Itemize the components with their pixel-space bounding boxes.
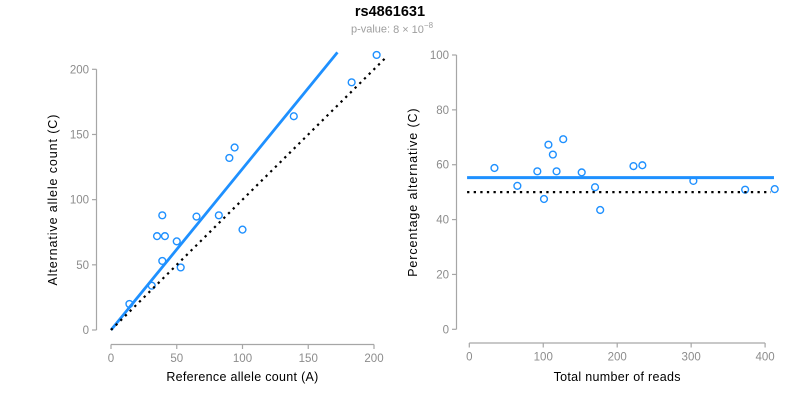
data-point <box>238 225 247 234</box>
plot-title: rs4861631 <box>354 4 426 20</box>
y-tick-label: 0 <box>443 324 449 336</box>
y-axis-title: Percentage alternative (C) <box>406 107 420 276</box>
data-point <box>372 50 381 60</box>
data-point <box>548 150 557 159</box>
y-tick-label: 50 <box>76 260 89 272</box>
data-point <box>347 78 356 87</box>
x-tick-label: 100 <box>534 352 553 364</box>
data-point <box>172 237 181 246</box>
y-tick-label: 100 <box>430 50 449 62</box>
y-tick-label: 20 <box>436 269 449 281</box>
data-point <box>230 143 239 152</box>
data-point <box>539 194 549 204</box>
x-tick-label: 200 <box>608 352 627 364</box>
pvalue-base: 10 <box>411 23 424 36</box>
data-point <box>225 153 234 163</box>
data-point <box>158 211 167 220</box>
y-tick-label: 60 <box>436 160 449 172</box>
data-point <box>192 212 201 221</box>
data-point <box>533 167 542 176</box>
pvalue-mantissa: 8 <box>393 23 400 36</box>
y-tick-label: 40 <box>436 215 449 227</box>
data-point <box>176 263 185 272</box>
y-axis-title: Alternative allele count (C) <box>46 114 60 286</box>
pvalue-prefix: p-value: <box>350 23 391 36</box>
data-point <box>559 135 568 144</box>
data-point <box>544 140 553 149</box>
fit-line <box>109 51 339 331</box>
identity-line <box>110 56 387 331</box>
x-tick-label: 200 <box>364 353 383 365</box>
data-point <box>214 211 223 220</box>
x-tick-label: 400 <box>756 352 775 364</box>
data-point <box>513 181 522 190</box>
data-point <box>577 168 586 177</box>
data-point <box>638 161 647 170</box>
x-tick-label: 100 <box>233 353 252 365</box>
x-tick-label: 50 <box>170 353 183 365</box>
y-tick-label: 150 <box>70 129 89 141</box>
times-sign: × <box>402 23 409 36</box>
y-tick-label: 80 <box>436 105 449 117</box>
data-point <box>552 167 561 176</box>
data-point <box>770 185 779 194</box>
data-point <box>490 163 499 173</box>
y-tick-label: 200 <box>70 64 89 76</box>
x-axis-title: Reference allele count (A) <box>166 370 318 384</box>
data-point <box>289 112 298 121</box>
y-tick-label: 100 <box>70 195 89 207</box>
plot-subtitle: p-value: 8 × 10−8 <box>0 21 792 36</box>
x-tick-label: 0 <box>466 352 472 364</box>
data-point <box>629 161 638 171</box>
data-point <box>152 232 162 241</box>
y-tick-label: 0 <box>83 325 89 337</box>
x-tick-label: 150 <box>299 353 318 365</box>
pvalue-exponent: −8 <box>423 21 434 30</box>
x-axis-title: Total number of reads <box>554 370 681 384</box>
x-tick-label: 300 <box>682 352 701 364</box>
data-point <box>596 205 605 215</box>
data-point <box>160 232 170 241</box>
data-point <box>590 183 600 192</box>
x-tick-label: 0 <box>108 353 114 365</box>
